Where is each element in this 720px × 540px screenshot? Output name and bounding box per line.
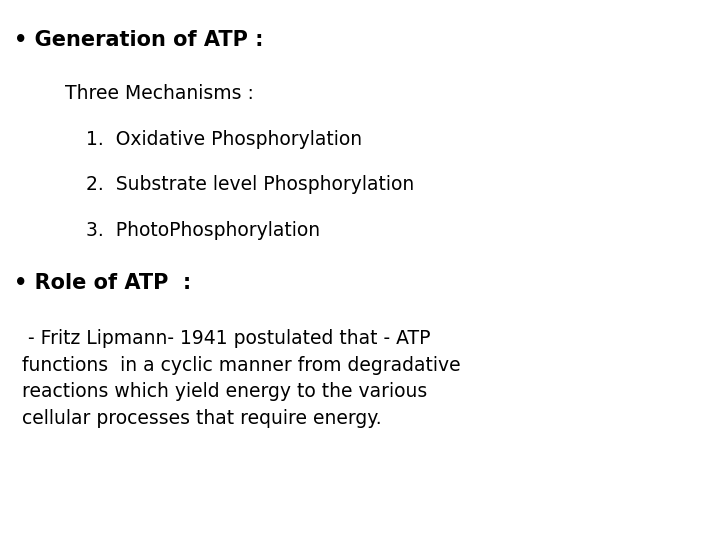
Text: 2.  Substrate level Phosphorylation: 2. Substrate level Phosphorylation <box>86 176 415 194</box>
Text: 1.  Oxidative Phosphorylation: 1. Oxidative Phosphorylation <box>86 130 363 148</box>
Text: • Role of ATP  :: • Role of ATP : <box>14 273 192 293</box>
Text: - Fritz Lipmann- 1941 postulated that - ATP
functions  in a cyclic manner from d: - Fritz Lipmann- 1941 postulated that - … <box>22 329 460 428</box>
Text: • Generation of ATP :: • Generation of ATP : <box>14 30 264 50</box>
Text: 3.  PhotoPhosphorylation: 3. PhotoPhosphorylation <box>86 221 320 240</box>
Text: Three Mechanisms :: Three Mechanisms : <box>65 84 253 103</box>
